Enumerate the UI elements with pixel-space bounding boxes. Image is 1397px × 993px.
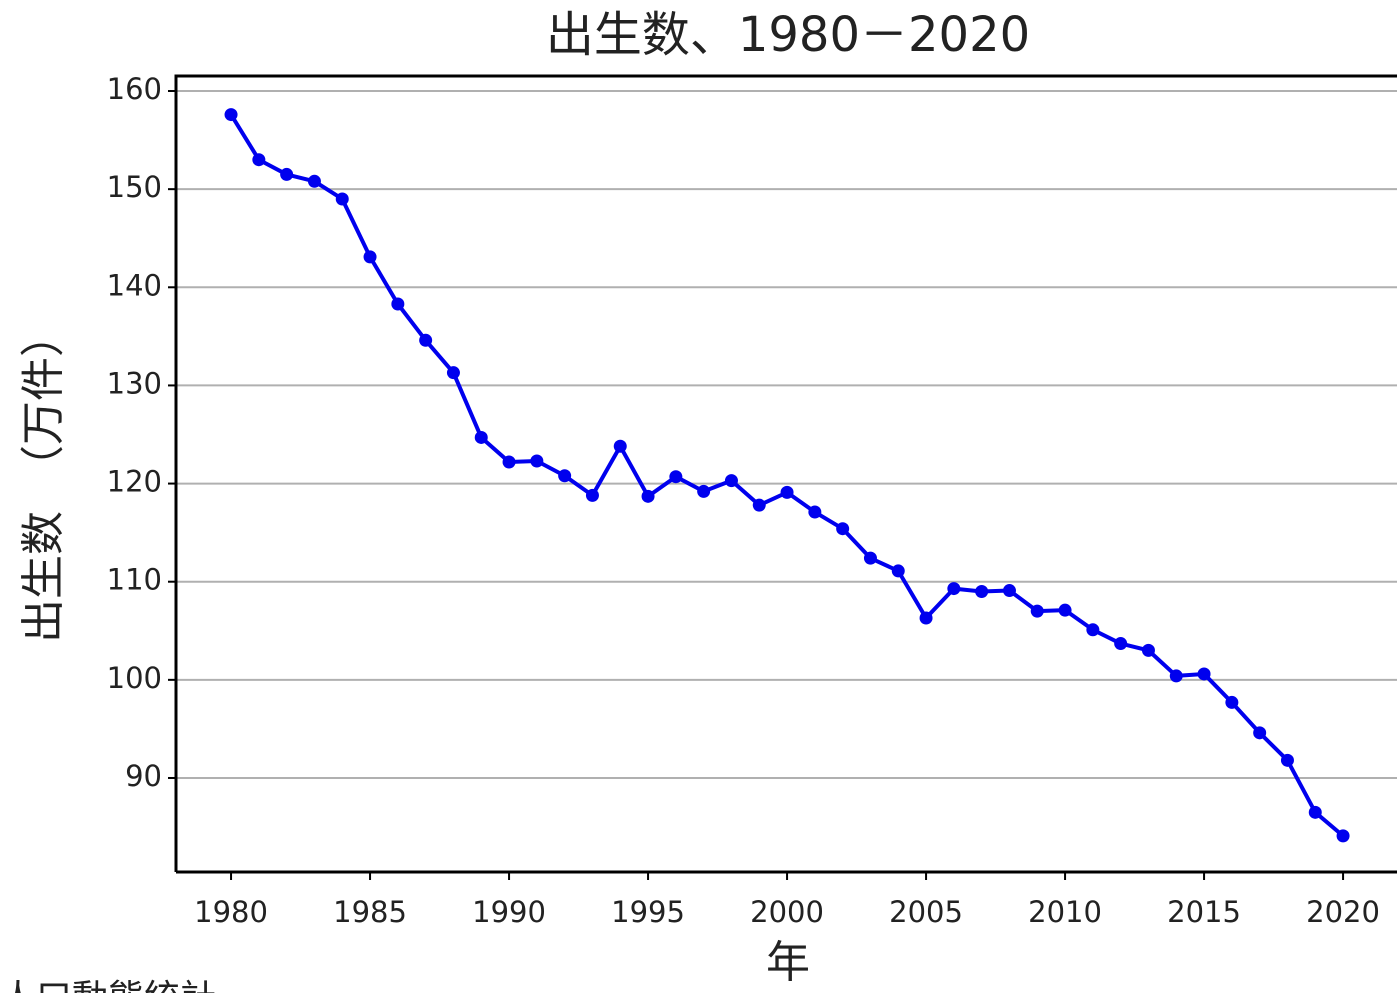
data-point [1141,643,1155,657]
y-tick-label: 120 [107,465,162,499]
data-point [446,366,460,380]
data-point [1308,805,1322,819]
data-point [391,297,405,311]
data-point [808,505,822,519]
data-point [891,564,905,578]
data-point [697,484,711,498]
data-point [419,333,433,347]
data-point [919,611,933,625]
data-point [1030,604,1044,618]
y-tick-label: 90 [125,759,162,793]
x-tick-label: 1985 [333,895,407,929]
data-point [502,455,516,469]
x-tick-label: 1990 [472,895,546,929]
y-tick-label: 130 [107,366,162,400]
x-tick-label: 1980 [194,895,268,929]
y-axis-label: 出生数 （万件） [18,313,69,643]
data-point [780,485,794,499]
data-point [947,582,961,596]
data-point [1169,669,1183,683]
data-point [1058,603,1072,617]
data-point [1114,637,1128,651]
data-point [224,108,238,122]
data-point [280,167,294,181]
data-point [613,439,627,453]
chart-title: 出生数、1980－2020 [546,7,1030,63]
data-point [669,470,683,484]
data-line [229,113,1345,838]
x-tick-label: 2020 [1306,895,1380,929]
y-tick-label: 100 [107,661,162,695]
data-point [1336,829,1350,843]
source-note: 人口動態統計 [0,978,216,993]
data-point [585,488,599,502]
data-point [363,250,377,264]
data-point [1086,623,1100,637]
data-point [1253,726,1267,740]
data-point [530,454,544,468]
y-tick-label: 150 [107,170,162,204]
data-point [752,498,766,512]
y-tick-label: 160 [107,72,162,106]
data-point [307,174,321,188]
data-point [558,469,572,483]
data-point [1225,695,1239,709]
plot-frame [174,74,1397,874]
x-axis-label: 年 [766,937,810,988]
data-point [863,551,877,565]
data-point [1280,753,1294,767]
data-point [335,192,349,206]
data-point [1197,667,1211,681]
data-point [975,585,989,599]
y-tick-label: 140 [107,268,162,302]
data-point [252,153,266,167]
data-point [474,430,488,444]
y-tick-label: 110 [107,563,162,597]
x-tick-label: 1995 [611,895,685,929]
data-point [641,489,655,503]
data-point [1002,584,1016,598]
x-tick-label: 2015 [1167,895,1241,929]
x-tick-label: 2005 [889,895,963,929]
x-tick-label: 2000 [750,895,824,929]
data-point [724,474,738,488]
x-tick-label: 2010 [1028,895,1102,929]
data-point [836,522,850,536]
